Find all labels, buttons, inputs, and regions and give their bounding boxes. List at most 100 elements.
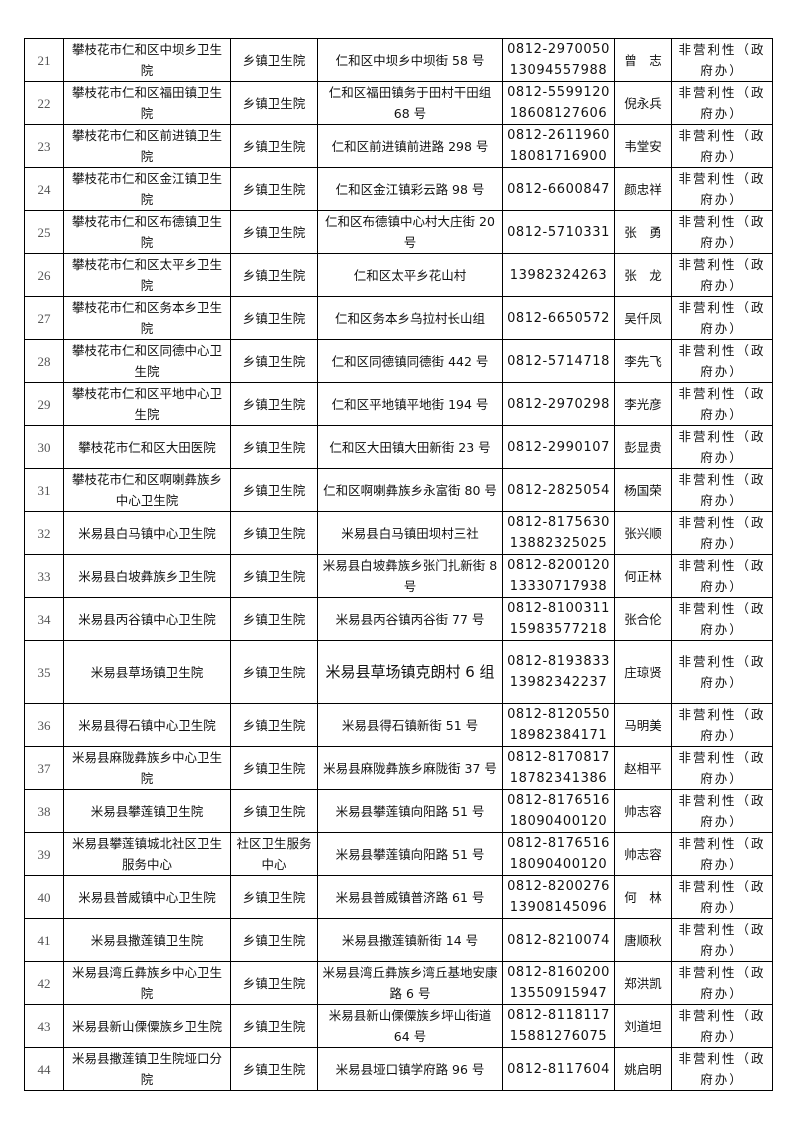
ownership-nature-cell: 非营利性（政府办） (671, 253, 773, 297)
phone-number: 0812-8200120 (507, 558, 610, 573)
institution-type-cell: 乡镇卫生院 (230, 339, 318, 383)
phone-number: 0812-2990107 (507, 439, 610, 455)
phone-cell: 0812-8193833 13982342237 (502, 640, 615, 704)
contact-person-cell: 唐顺秋 (614, 918, 672, 962)
contact-person-cell: 张合伦 (614, 597, 672, 641)
institution-type-cell: 乡镇卫生院 (230, 425, 318, 469)
table-row: 37 米易县麻陇彝族乡中心卫生院 乡镇卫生院 米易县麻陇彝族乡麻陇街 37 号 0812… (24, 746, 773, 790)
ownership-nature-cell: 非营利性（政府办） (671, 425, 773, 469)
row-number-cell: 31 (24, 468, 64, 512)
row-number-cell: 27 (24, 296, 64, 340)
ownership-nature-cell: 非营利性（政府办） (671, 38, 773, 82)
row-number-cell: 40 (24, 875, 64, 919)
phone-number: 18782341386 (509, 771, 608, 786)
contact-person-cell: 彭显贵 (614, 425, 672, 469)
phone-number: 0812-8120550 (507, 707, 610, 722)
ownership-nature-cell: 非营利性（政府办） (671, 746, 773, 790)
row-number-cell: 39 (24, 832, 64, 876)
ownership-nature-cell: 非营利性（政府办） (671, 167, 773, 211)
table-row: 29 攀枝花市仁和区平地中心卫生院 乡镇卫生院 仁和区平地镇平地街 194 号 0812… (24, 382, 773, 426)
phone-cell: 0812-8175630 13882325025 (502, 511, 615, 555)
row-number-cell: 42 (24, 961, 64, 1005)
phone-cell: 0812-6650572 (502, 296, 615, 340)
phone-number: 18090400120 (509, 814, 608, 829)
ownership-nature-cell: 非营利性（政府办） (671, 875, 773, 919)
row-number-cell: 24 (24, 167, 64, 211)
contact-person-cell: 刘道坦 (614, 1004, 672, 1048)
institution-type-cell: 乡镇卫生院 (230, 1047, 318, 1091)
contact-person-cell: 曾 志 (614, 38, 672, 82)
phone-number: 13550915947 (509, 986, 608, 1001)
ownership-nature-cell: 非营利性（政府办） (671, 640, 773, 704)
institution-type-cell: 乡镇卫生院 (230, 640, 318, 704)
ownership-nature-cell: 非营利性（政府办） (671, 296, 773, 340)
row-number-cell: 29 (24, 382, 64, 426)
table-row: 30 攀枝花市仁和区大田医院 乡镇卫生院 仁和区大田镇大田新街 23 号 0812-29… (24, 425, 773, 469)
contact-person-cell: 马明美 (614, 703, 672, 747)
phone-number: 0812-8175630 (507, 515, 610, 530)
institution-type-cell: 乡镇卫生院 (230, 554, 318, 598)
address-cell: 米易县麻陇彝族乡麻陇街 37 号 (317, 746, 503, 790)
phone-number: 18608127606 (509, 106, 608, 121)
address-cell: 仁和区务本乡乌拉村长山组 (317, 296, 503, 340)
institution-name-cell: 米易县丙谷镇中心卫生院 (63, 597, 231, 641)
address-cell: 米易县普威镇普济路 61 号 (317, 875, 503, 919)
institution-name-cell: 攀枝花市仁和区布德镇卫生院 (63, 210, 231, 254)
contact-person-cell: 庄琼贤 (614, 640, 672, 704)
institution-name-cell: 攀枝花市仁和区前进镇卫生院 (63, 124, 231, 168)
ownership-nature-cell: 非营利性（政府办） (671, 789, 773, 833)
table-row: 38 米易县攀莲镇卫生院 乡镇卫生院 米易县攀莲镇向阳路 51 号 0812-81765… (24, 789, 773, 833)
row-number-cell: 41 (24, 918, 64, 962)
table-row: 34 米易县丙谷镇中心卫生院 乡镇卫生院 米易县丙谷镇丙谷街 77 号 0812-810… (24, 597, 773, 641)
contact-person-cell: 姚启明 (614, 1047, 672, 1091)
institution-type-cell: 乡镇卫生院 (230, 296, 318, 340)
phone-number: 13882325025 (509, 536, 608, 551)
table-row: 44 米易县撒莲镇卫生院垭口分院 乡镇卫生院 米易县垭口镇学府路 96 号 0812-8… (24, 1047, 773, 1091)
phone-number: 13982342237 (509, 675, 608, 690)
address-cell: 仁和区福田镇务于田村干田组 68 号 (317, 81, 503, 125)
address-cell: 米易县丙谷镇丙谷街 77 号 (317, 597, 503, 641)
institution-type-cell: 乡镇卫生院 (230, 38, 318, 82)
contact-person-cell: 张 龙 (614, 253, 672, 297)
row-number-cell: 22 (24, 81, 64, 125)
table-row: 21 攀枝花市仁和区中坝乡卫生院 乡镇卫生院 仁和区中坝乡中坝街 58 号 0812-2… (24, 38, 773, 82)
contact-person-cell: 帅志容 (614, 789, 672, 833)
institution-name-cell: 攀枝花市仁和区平地中心卫生院 (63, 382, 231, 426)
institution-type-cell: 乡镇卫生院 (230, 124, 318, 168)
institution-name-cell: 攀枝花市仁和区务本乡卫生院 (63, 296, 231, 340)
phone-cell: 0812-8100311 15983577218 (502, 597, 615, 641)
institution-type-cell: 乡镇卫生院 (230, 961, 318, 1005)
address-cell: 仁和区中坝乡中坝街 58 号 (317, 38, 503, 82)
ownership-nature-cell: 非营利性（政府办） (671, 81, 773, 125)
ownership-nature-cell: 非营利性（政府办） (671, 511, 773, 555)
address-cell: 仁和区太平乡花山村 (317, 253, 503, 297)
row-number-cell: 44 (24, 1047, 64, 1091)
table-row: 26 攀枝花市仁和区太平乡卫生院 乡镇卫生院 仁和区太平乡花山村 13982324263… (24, 253, 773, 297)
address-cell: 仁和区同德镇同德街 442 号 (317, 339, 503, 383)
contact-person-cell: 张 勇 (614, 210, 672, 254)
phone-number: 15881276075 (509, 1029, 608, 1044)
row-number-cell: 36 (24, 703, 64, 747)
phone-cell: 0812-5599120 18608127606 (502, 81, 615, 125)
table-row: 24 攀枝花市仁和区金江镇卫生院 乡镇卫生院 仁和区金江镇彩云路 98 号 0812-6… (24, 167, 773, 211)
phone-cell: 0812-2611960 18081716900 (502, 124, 615, 168)
phone-number: 0812-8193833 (507, 654, 610, 669)
phone-cell: 0812-8176516 18090400120 (502, 789, 615, 833)
institution-type-cell: 乡镇卫生院 (230, 597, 318, 641)
phone-cell: 0812-8170817 18782341386 (502, 746, 615, 790)
institution-name-cell: 攀枝花市仁和区中坝乡卫生院 (63, 38, 231, 82)
row-number-cell: 32 (24, 511, 64, 555)
ownership-nature-cell: 非营利性（政府办） (671, 832, 773, 876)
row-number-cell: 35 (24, 640, 64, 704)
phone-cell: 0812-5714718 (502, 339, 615, 383)
contact-person-cell: 赵相平 (614, 746, 672, 790)
institution-type-cell: 乡镇卫生院 (230, 703, 318, 747)
address-cell: 仁和区布德镇中心村大庄街 20 号 (317, 210, 503, 254)
table-row: 27 攀枝花市仁和区务本乡卫生院 乡镇卫生院 仁和区务本乡乌拉村长山组 0812-665… (24, 296, 773, 340)
table-row: 31 攀枝花市仁和区啊喇彝族乡中心卫生院 乡镇卫生院 仁和区啊喇彝族乡永富街 80 号… (24, 468, 773, 512)
institution-name-cell: 米易县白马镇中心卫生院 (63, 511, 231, 555)
institution-name-cell: 米易县白坡彝族乡卫生院 (63, 554, 231, 598)
institution-name-cell: 攀枝花市仁和区同德中心卫生院 (63, 339, 231, 383)
institution-name-cell: 米易县草场镇卫生院 (63, 640, 231, 704)
ownership-nature-cell: 非营利性（政府办） (671, 703, 773, 747)
